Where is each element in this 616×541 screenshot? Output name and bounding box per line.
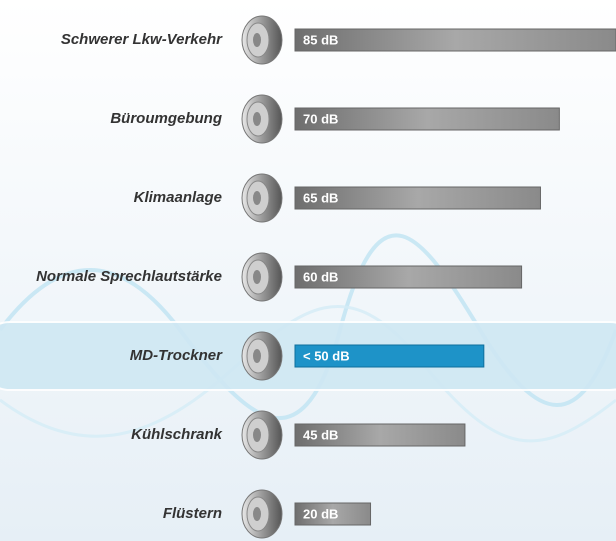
category-label: Klimaanlage bbox=[134, 189, 222, 206]
value-label: 20 dB bbox=[303, 506, 338, 521]
bar bbox=[294, 502, 372, 526]
bar bbox=[294, 423, 466, 447]
speaker-center bbox=[253, 428, 261, 442]
speaker-center bbox=[253, 349, 261, 363]
value-label: 65 dB bbox=[303, 190, 338, 205]
category-label: Flüstern bbox=[163, 505, 222, 522]
value-label: 60 dB bbox=[303, 269, 338, 284]
bar bbox=[294, 186, 541, 210]
speaker-center bbox=[253, 112, 261, 126]
value-label: 85 dB bbox=[303, 32, 338, 47]
category-label: MD-Trockner bbox=[130, 347, 223, 364]
category-label: Kühlschrank bbox=[131, 426, 223, 443]
speaker-center bbox=[253, 191, 261, 205]
value-label: 70 dB bbox=[303, 111, 338, 126]
category-label: Normale Sprechlautstärke bbox=[36, 268, 222, 285]
bar bbox=[294, 107, 560, 131]
speaker-center bbox=[253, 507, 261, 521]
bar bbox=[294, 265, 523, 289]
bar bbox=[294, 28, 616, 52]
value-label: 45 dB bbox=[303, 427, 338, 442]
speaker-center bbox=[253, 270, 261, 284]
category-label: Büroumgebung bbox=[110, 110, 222, 127]
category-label: Schwerer Lkw-Verkehr bbox=[61, 31, 223, 48]
wave bbox=[0, 305, 616, 443]
bar bbox=[294, 344, 485, 368]
value-label: < 50 dB bbox=[303, 348, 350, 363]
speaker-center bbox=[253, 33, 261, 47]
